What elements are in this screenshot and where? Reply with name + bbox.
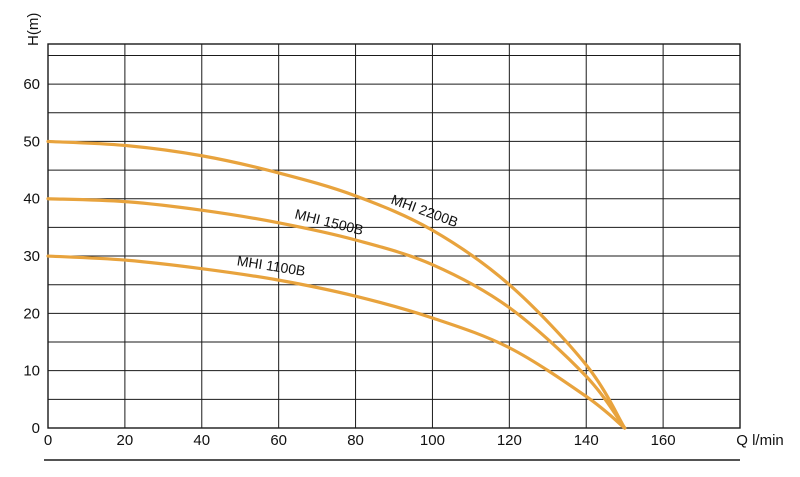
x-tick-label: 120 <box>497 432 522 449</box>
y-axis-title: H(m) <box>25 13 42 46</box>
x-tick-label: 40 <box>193 432 210 449</box>
x-tick-label: 60 <box>270 432 287 449</box>
series-line-mhi-1500b <box>46 197 627 430</box>
x-tick-label: 80 <box>347 432 364 449</box>
y-tick-label: 60 <box>23 76 40 93</box>
y-tick-label: 0 <box>32 420 40 437</box>
x-tick-label: 20 <box>117 432 134 449</box>
y-tick-label: 20 <box>23 305 40 322</box>
x-axis-title: Q l/min <box>736 432 784 449</box>
y-tick-label: 50 <box>23 133 40 150</box>
x-tick-label: 160 <box>651 432 676 449</box>
series-line-mhi-1100b <box>46 254 627 430</box>
grid <box>47 43 741 429</box>
y-tick-label: 40 <box>23 191 40 208</box>
tick-labels: 0 20 40 60 80 100 120 140 160 0 10 20 30 40 50 60 <box>23 76 675 449</box>
plot-frame <box>47 43 741 429</box>
x-tick-label: 0 <box>44 432 52 449</box>
x-tick-label: 100 <box>420 432 445 449</box>
y-tick-label: 10 <box>23 363 40 380</box>
y-tick-label: 30 <box>23 248 40 265</box>
series-line-mhi-2200b <box>46 139 627 430</box>
curves <box>46 139 627 430</box>
x-tick-label: 140 <box>574 432 599 449</box>
